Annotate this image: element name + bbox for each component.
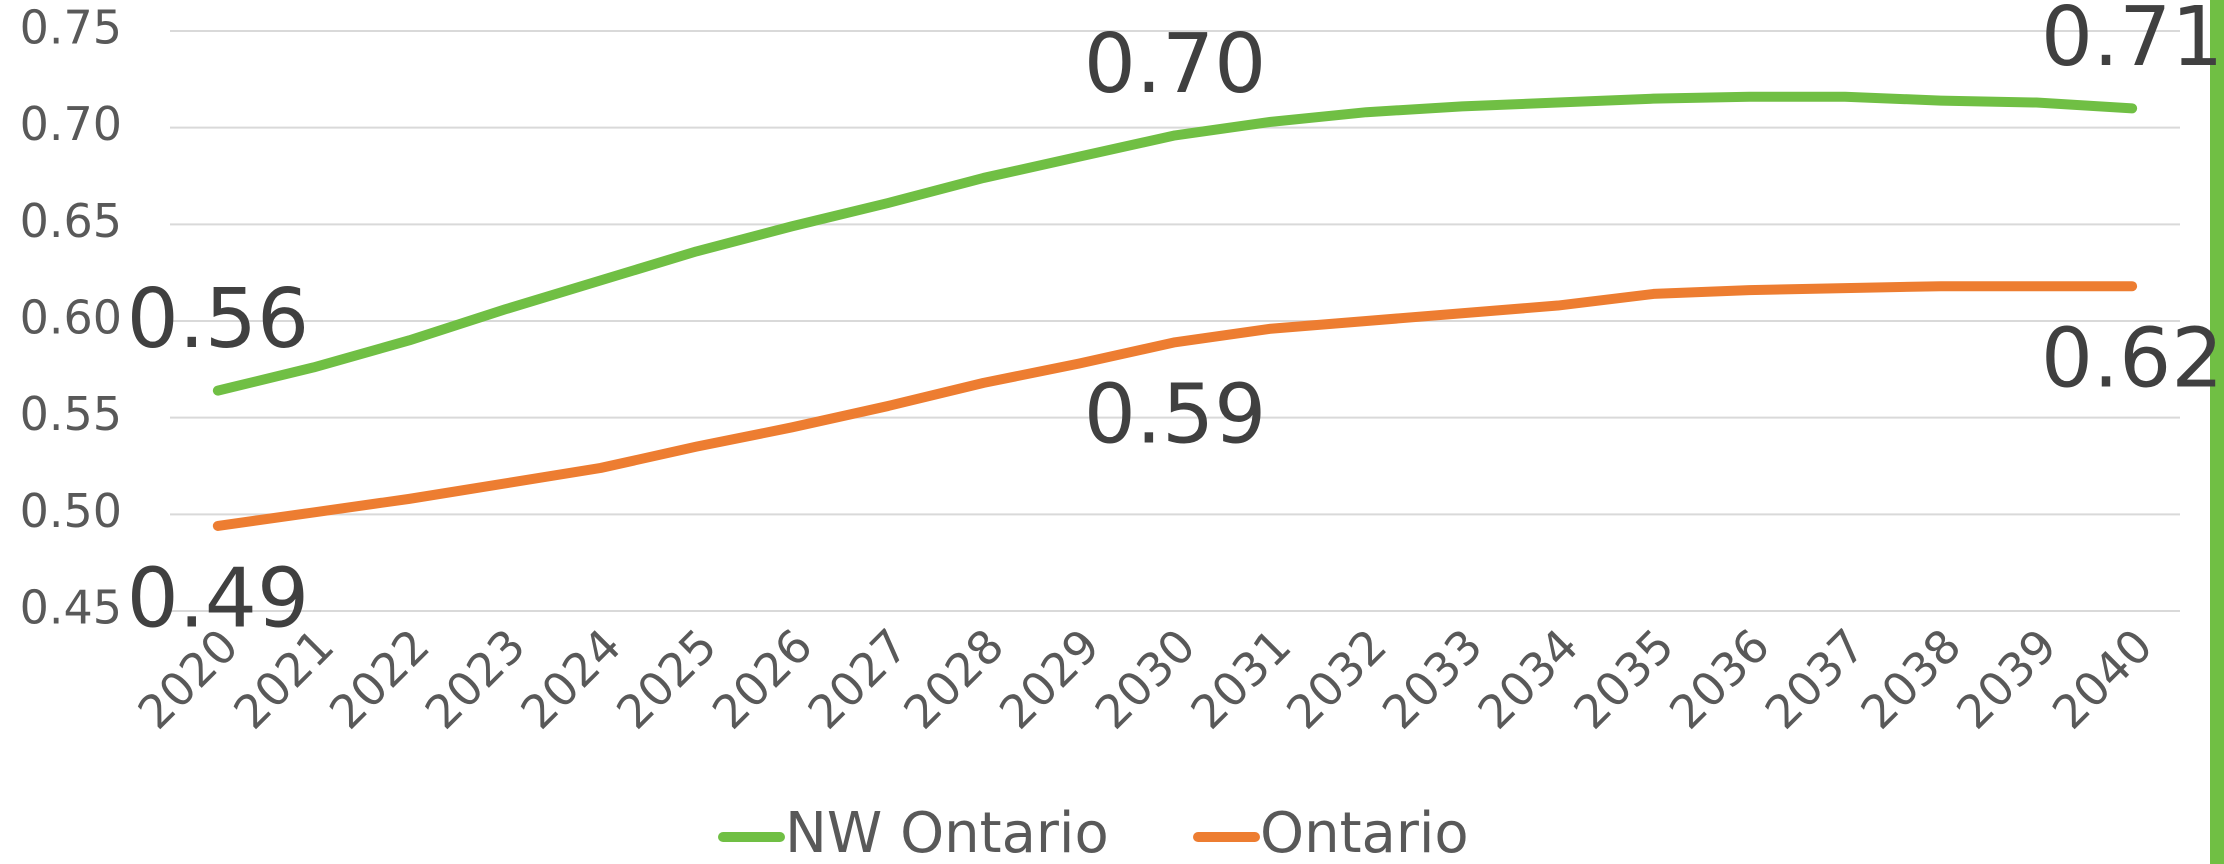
x-tick-label: 2032	[1276, 618, 1397, 739]
x-tick-label: 2039	[1946, 618, 2067, 739]
x-tick-label: 2038	[1850, 618, 1971, 739]
series-line	[212, 281, 2138, 531]
x-tick-label: 2030	[1085, 618, 1206, 739]
x-tick-label: 2024	[510, 618, 631, 739]
data-label: 0.56	[127, 272, 310, 367]
data-label: 0.71	[2041, 0, 2224, 85]
y-tick-label: 0.60	[20, 291, 122, 345]
x-tick-label: 2022	[319, 618, 440, 739]
y-tick-label: 0.70	[20, 97, 122, 151]
x-tick-label: 2034	[1468, 618, 1589, 739]
data-label: 0.62	[2041, 312, 2224, 407]
edge-bar	[2210, 0, 2224, 864]
x-tick-label: 2040	[2042, 618, 2163, 739]
y-tick-label: 0.65	[20, 194, 122, 248]
y-tick-label: 0.55	[20, 387, 122, 441]
y-tick-label: 0.75	[20, 1, 122, 55]
x-tick-label: 2028	[893, 618, 1014, 739]
data-label: 0.49	[127, 551, 310, 646]
legend-label: Ontario	[1260, 801, 1469, 864]
x-tick-label: 2035	[1563, 618, 1684, 739]
x-tick-label: 2026	[702, 618, 823, 739]
x-tick-label: 2023	[415, 618, 536, 739]
data-label: 0.59	[1084, 368, 1267, 463]
x-tick-label: 2037	[1755, 618, 1876, 739]
x-tick-label: 2029	[989, 618, 1110, 739]
x-tick-label: 2036	[1659, 618, 1780, 739]
y-tick-label: 0.50	[20, 484, 122, 538]
legend-label: NW Ontario	[785, 801, 1109, 864]
series-line	[212, 91, 2138, 396]
y-tick-label: 0.45	[20, 581, 122, 635]
x-tick-label: 2025	[606, 618, 727, 739]
x-tick-label: 2033	[1372, 618, 1493, 739]
x-tick-label: 2031	[1180, 618, 1301, 739]
data-label: 0.70	[1084, 17, 1267, 112]
x-tick-label: 2027	[798, 618, 919, 739]
